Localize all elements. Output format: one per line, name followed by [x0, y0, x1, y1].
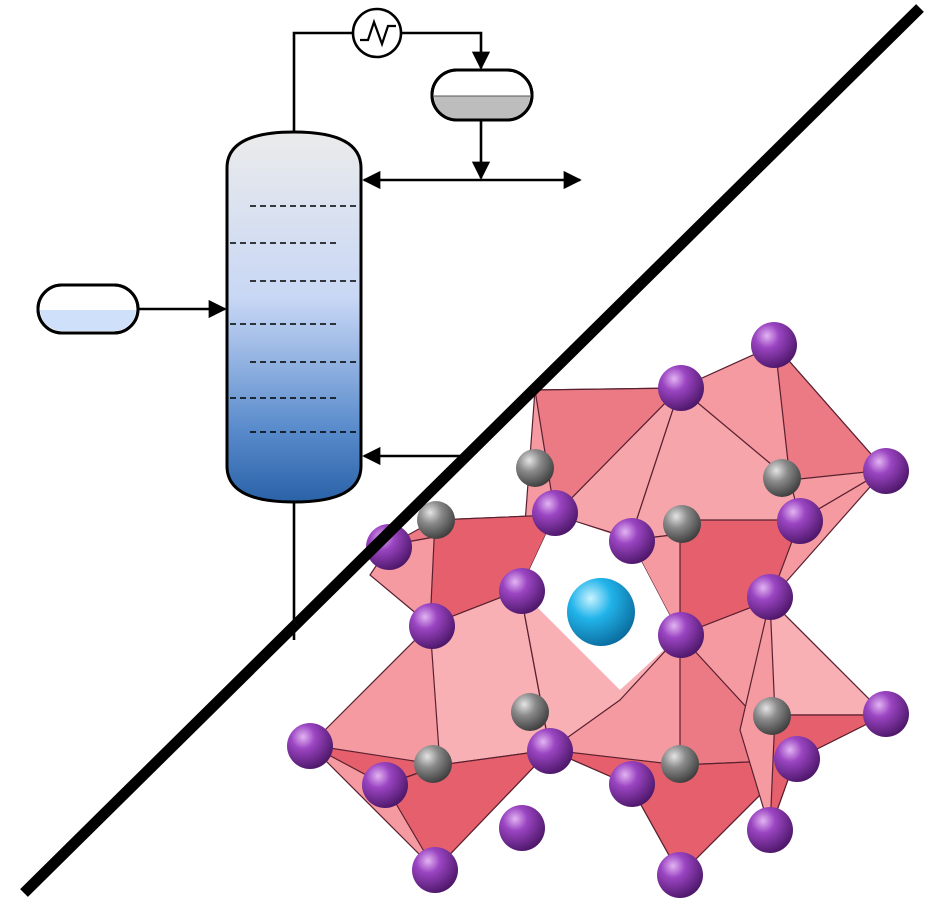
- halide-atom: [777, 498, 823, 544]
- halide-atom: [409, 603, 455, 649]
- halide-atom: [366, 524, 412, 570]
- condenser-outlet-line: [402, 31, 491, 70]
- halide-atom: [657, 852, 703, 898]
- halide-atom: [658, 365, 704, 411]
- feed-tank: [36, 283, 140, 335]
- octahedron: [629, 469, 886, 636]
- halide-atom: [362, 762, 408, 808]
- heat-exchanger-icon: [351, 7, 403, 59]
- diagonal-divider: [20, 4, 924, 897]
- halide-atom: [499, 568, 545, 614]
- metal-atom: [663, 505, 701, 543]
- metal-atom: [763, 459, 801, 497]
- halide-atom: [412, 847, 458, 893]
- distillation-column: [225, 130, 363, 504]
- halide-atom: [287, 723, 333, 769]
- metal-atom: [661, 745, 699, 783]
- halide-atom: [863, 448, 909, 494]
- reflux-drum: [430, 68, 534, 122]
- halide-atom: [532, 490, 578, 536]
- distillation-process: [36, 7, 582, 640]
- halide-atom: [527, 728, 573, 774]
- metal-atom: [414, 745, 452, 783]
- halide-atom: [863, 691, 909, 737]
- halide-atom: [609, 518, 655, 564]
- halide-atom: [609, 761, 655, 807]
- halide-atom: [499, 805, 545, 851]
- halide-atom: [751, 322, 797, 368]
- overhead-vapor-line: [292, 31, 352, 132]
- metal-atom: [516, 449, 554, 487]
- halide-atom: [747, 574, 793, 620]
- halide-atom: [747, 807, 793, 853]
- a-site-cation: [567, 578, 635, 646]
- perovskite-crystal-structure: [287, 322, 909, 898]
- halide-atom: [774, 736, 820, 782]
- metal-atom: [753, 697, 791, 735]
- metal-atom: [417, 501, 455, 539]
- metal-atom: [511, 693, 549, 731]
- halide-atom: [658, 612, 704, 658]
